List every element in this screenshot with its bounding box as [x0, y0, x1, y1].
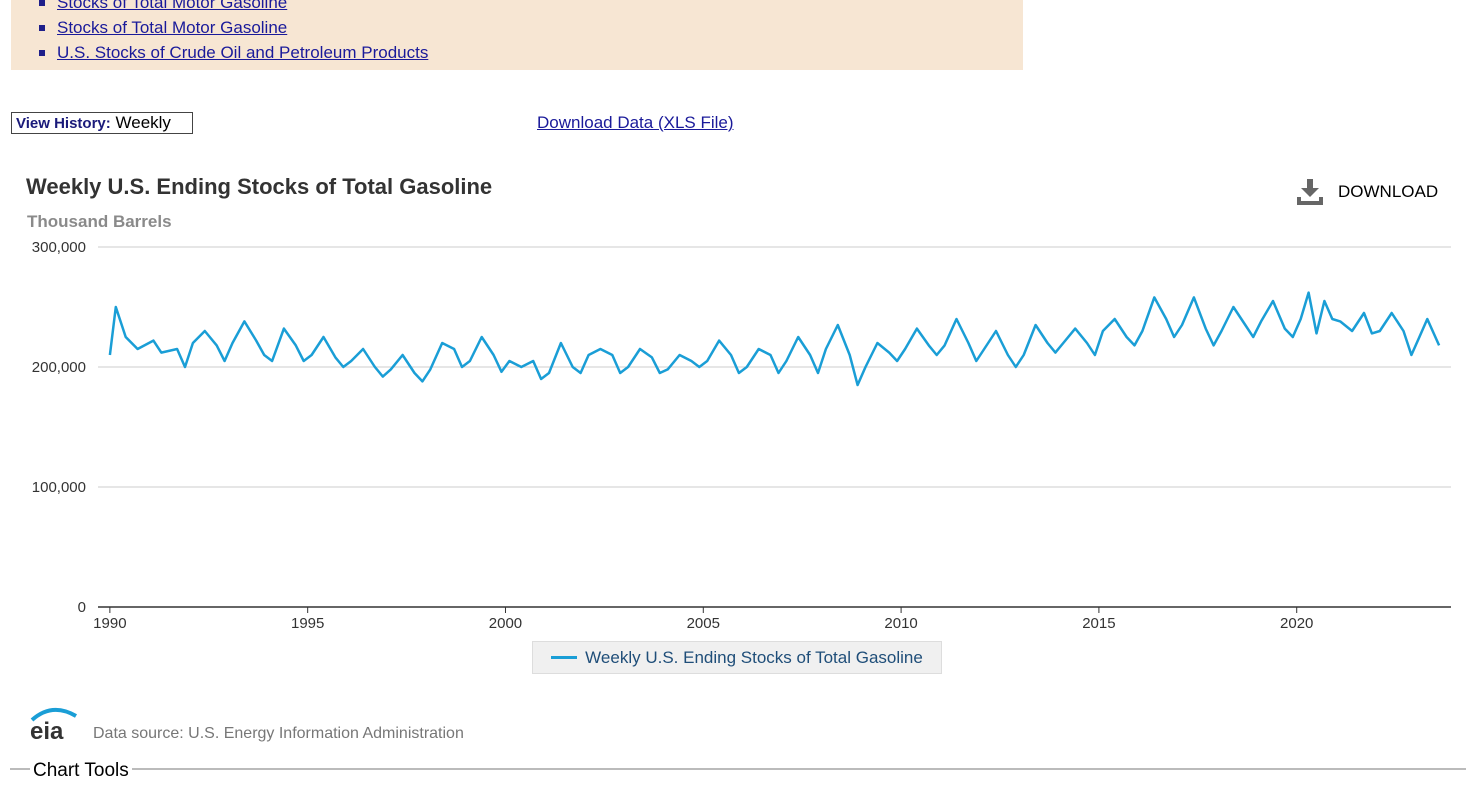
y-tick-label: 300,000	[32, 239, 86, 256]
chart-plot: 0 100,000 200,000 300,000 1990 1995 2000 2005 2…	[32, 239, 1451, 632]
chart-download-button[interactable]: DOWNLOAD	[1296, 178, 1438, 206]
x-tick-label: 2005	[687, 615, 720, 632]
related-link-crude-oil[interactable]: U.S. Stocks of Crude Oil and Petroleum P…	[57, 43, 429, 62]
chart-y-units: Thousand Barrels	[27, 212, 172, 231]
x-tick-label: 2000	[489, 615, 522, 632]
related-link-motor-gasoline-2[interactable]: Stocks of Total Motor Gasoline	[57, 18, 288, 37]
view-history-label: View History:	[16, 115, 111, 132]
y-tick-label: 100,000	[32, 479, 86, 496]
view-history-select[interactable]: View History: Weekly	[11, 112, 193, 134]
related-link-motor-gasoline-1[interactable]: Stocks of Total Motor Gasoline	[57, 0, 288, 12]
chart-legend[interactable]: Weekly U.S. Ending Stocks of Total Gasol…	[532, 641, 942, 674]
chart-title: Weekly U.S. Ending Stocks of Total Gasol…	[26, 174, 493, 199]
x-tick-label: 1995	[291, 615, 324, 632]
eia-logo: eia	[30, 708, 78, 742]
chart-tools-section: Chart Tools	[10, 760, 1466, 790]
related-links-box: Stocks of Total Motor Gasoline Stocks of…	[11, 0, 1023, 70]
chart-tools-label[interactable]: Chart Tools	[30, 760, 132, 782]
x-tick-label: 2020	[1280, 615, 1313, 632]
x-tick-label: 1990	[93, 615, 126, 632]
related-links-list: Stocks of Total Motor Gasoline Stocks of…	[39, 0, 428, 65]
eia-logo-text: eia	[30, 718, 64, 742]
y-tick-label: 0	[78, 599, 86, 616]
y-tick-label: 200,000	[32, 359, 86, 376]
related-link-item: Stocks of Total Motor Gasoline	[39, 15, 428, 40]
data-source-note: Data source: U.S. Energy Information Adm…	[93, 725, 464, 742]
download-xls-link[interactable]: Download Data (XLS File)	[537, 113, 734, 132]
download-button-label: DOWNLOAD	[1338, 182, 1439, 201]
view-history-value: Weekly	[115, 113, 171, 132]
legend-swatch	[551, 656, 578, 659]
series-line-total-gasoline[interactable]	[108, 291, 1441, 387]
x-tick-label: 2015	[1082, 615, 1115, 632]
download-icon	[1297, 179, 1323, 205]
legend-label: Weekly U.S. Ending Stocks of Total Gasol…	[585, 647, 923, 667]
related-link-item: U.S. Stocks of Crude Oil and Petroleum P…	[39, 40, 428, 65]
related-link-item: Stocks of Total Motor Gasoline	[39, 0, 428, 15]
x-tick-label: 2010	[884, 615, 917, 632]
